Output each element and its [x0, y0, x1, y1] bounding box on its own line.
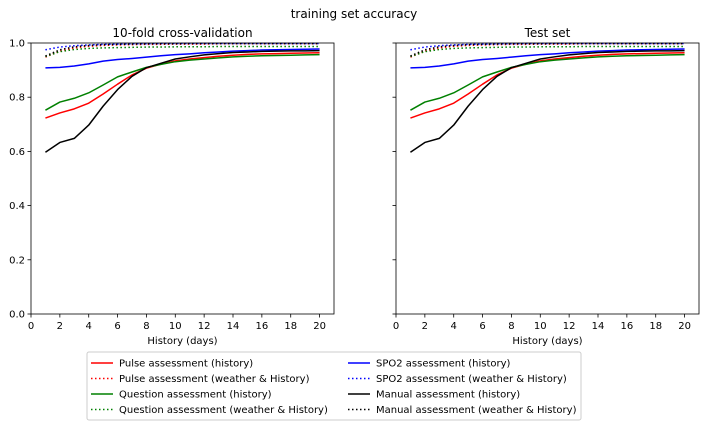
chart-legend: Pulse assessment (history) Pulse assessme…	[86, 351, 582, 421]
panel-2-x-tick-label: 14	[592, 321, 605, 332]
legend-label: Question assessment (weather & History)	[119, 405, 328, 416]
panel-2-x-tick-label: 18	[649, 321, 662, 332]
panel-1-series-line-5	[45, 48, 320, 69]
panel-1-x-tick-label: 18	[284, 321, 297, 332]
panel-2-x-axis-label: History (days)	[512, 336, 582, 347]
panel-1-y-tick-label: 0.4	[9, 201, 25, 212]
panel-2-x-tick-label: 20	[678, 321, 691, 332]
panel-1-x-tick-label: 4	[86, 321, 92, 332]
legend-entry-3: Question assessment (history)	[91, 390, 272, 401]
panel-1-x-tick-label: 6	[114, 321, 120, 332]
panel-1-x-tick-label: 20	[313, 321, 326, 332]
panel-1-series-line-1	[45, 52, 320, 119]
panel-2-frame	[395, 42, 700, 315]
legend-entry-8: Manual assessment (weather & History)	[348, 405, 577, 416]
panel-1-series-line-7	[45, 49, 320, 153]
figure-suptitle: training set accuracy	[291, 7, 418, 21]
legend-label: Manual assessment (weather & History)	[376, 405, 577, 416]
panel-1-frame	[30, 42, 335, 315]
chart-panels: 0 2 4 6 8 10 12 14 16 18 200.00.20.40.60.81.010-fo…	[9, 26, 700, 347]
panel-1-x-tick-label: 16	[255, 321, 268, 332]
panel-1-series-line-6	[45, 42, 320, 51]
panel-2-x-tick-label: 8	[508, 321, 514, 332]
legend-entry-4: Question assessment (weather & History)	[91, 405, 328, 416]
panel-1-x-tick-label: 8	[143, 321, 149, 332]
legend-entry-5: SPO2 assessment (history)	[348, 359, 511, 370]
panel-2-x-tick-label: 0	[393, 321, 399, 332]
panel-1-x-tick-label: 2	[57, 321, 63, 332]
panel-1-y-tick-label: 0.0	[9, 310, 25, 321]
panel-2-series-line-5	[410, 48, 685, 69]
panel-2-x-tick-label: 12	[563, 321, 576, 332]
legend-entry-7: Manual assessment (history)	[348, 390, 520, 401]
panel-2-x-tick-label: 16	[620, 321, 633, 332]
panel-1-x-tick-label: 14	[227, 321, 240, 332]
panel-1-x-axis-label: History (days)	[147, 336, 217, 347]
panel-1-x-tick-label: 12	[198, 321, 211, 332]
legend-label: SPO2 assessment (history)	[376, 359, 511, 370]
panel-1-plot-area	[45, 42, 320, 153]
panel-2-x-tick-label: 10	[534, 321, 547, 332]
legend-entry-2: Pulse assessment (weather & History)	[91, 374, 310, 385]
panel-1-y-tick-label: 0.2	[9, 255, 25, 266]
panel-2-series-line-3	[410, 53, 685, 111]
panel-2-series-line-4	[410, 45, 685, 58]
panel-2-x-tick-label: 6	[479, 321, 485, 332]
panel-1-y-tick-label: 0.6	[9, 147, 25, 158]
panel-1-y-tick-label: 1.0	[9, 39, 25, 50]
legend-box	[86, 351, 582, 421]
panel-1-y-tick-label: 0.8	[9, 93, 25, 104]
panel-2-plot-area	[410, 42, 685, 153]
panel-2-x-tick-label: 4	[451, 321, 457, 332]
panel-1-x-tick-label: 10	[169, 321, 182, 332]
panel-2-series-line-7	[410, 49, 685, 153]
panel-2-series-line-1	[410, 52, 685, 119]
legend-label: Question assessment (history)	[119, 390, 272, 401]
legend-entry-1: Pulse assessment (history)	[91, 359, 253, 370]
panel-1-series-line-4	[45, 45, 320, 58]
panel-2-x-tick-label: 2	[422, 321, 428, 332]
legend-label: Pulse assessment (weather & History)	[119, 374, 310, 385]
legend-entry-6: SPO2 assessment (weather & History)	[348, 374, 567, 385]
panel-2: 0 2 4 6 8 10 12 14 16 18 20 Test set History (days)	[392, 26, 700, 347]
panel-2-title: Test set	[524, 26, 571, 40]
panel-1-series-line-3	[45, 53, 320, 111]
panel-1: 0 2 4 6 8 10 12 14 16 18 20 0.0 0.2 0.4 0.6 0.8 1.0 10-fo…	[9, 26, 335, 347]
legend-label: SPO2 assessment (weather & History)	[376, 374, 567, 385]
legend-label: Pulse assessment (history)	[119, 359, 253, 370]
panel-1-title: 10-fold cross-validation	[112, 26, 252, 40]
panel-2-series-line-6	[410, 42, 685, 51]
legend-label: Manual assessment (history)	[376, 390, 520, 401]
panel-1-x-tick-label: 0	[28, 321, 34, 332]
